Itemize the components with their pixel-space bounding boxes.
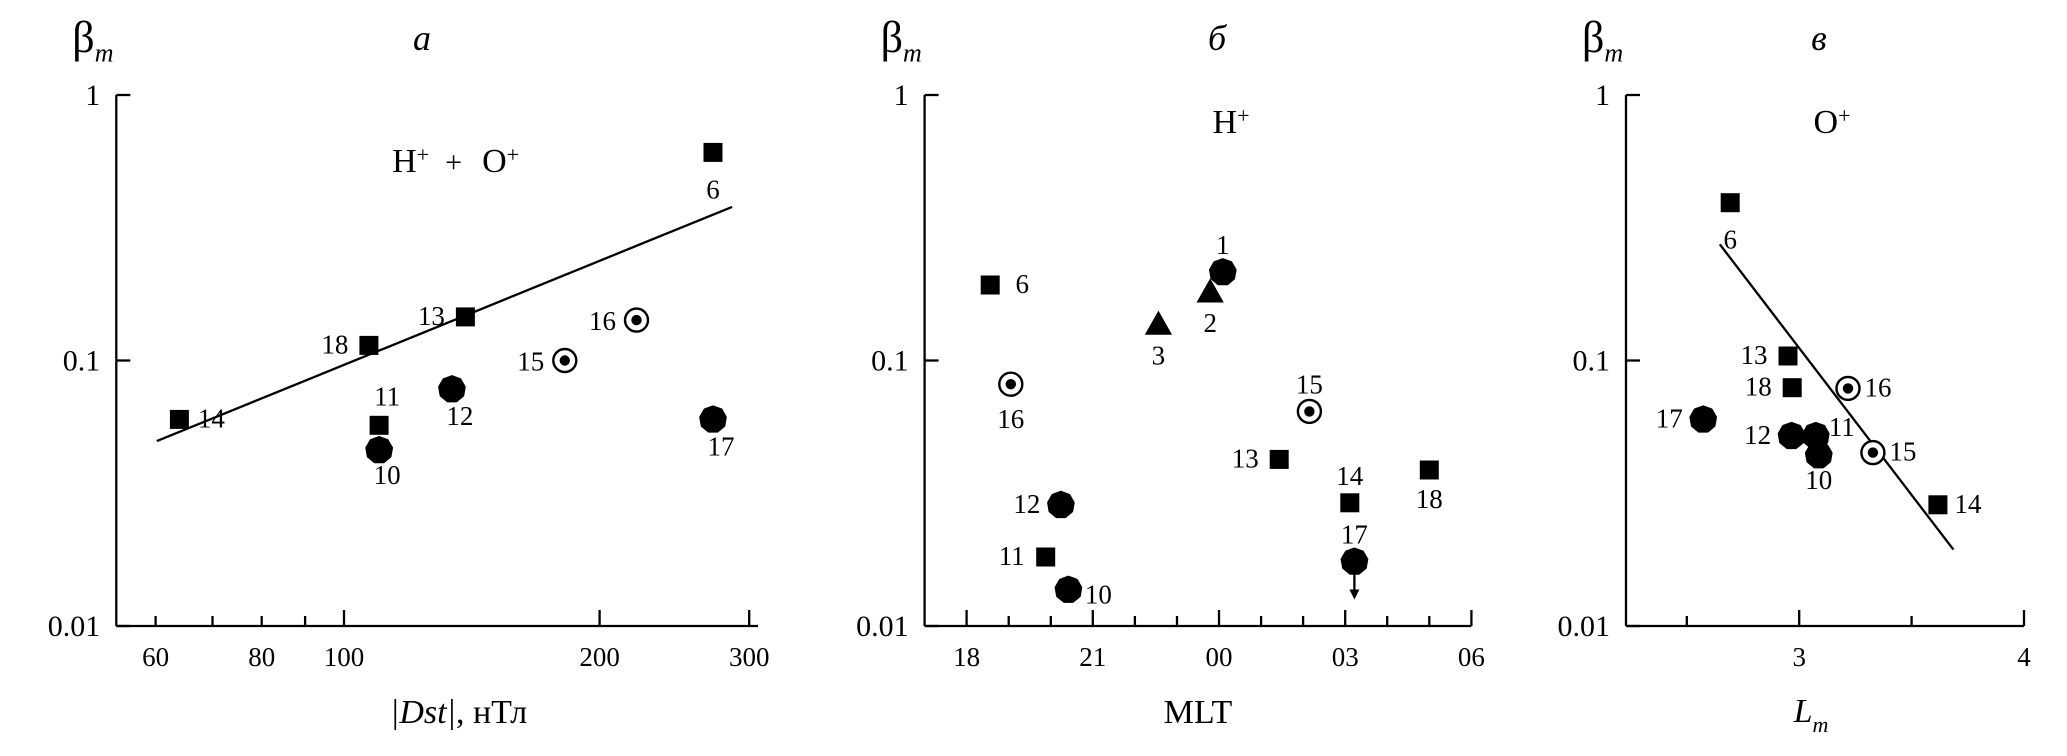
svg-text:17: 17 bbox=[708, 431, 735, 461]
svg-text:11: 11 bbox=[1829, 412, 1855, 442]
svg-text:300: 300 bbox=[729, 642, 770, 672]
svg-text:1: 1 bbox=[1216, 230, 1230, 260]
svg-text:16: 16 bbox=[589, 306, 616, 336]
svg-text:18: 18 bbox=[953, 642, 980, 672]
svg-text:10: 10 bbox=[1085, 580, 1112, 610]
svg-text:18: 18 bbox=[1416, 484, 1443, 514]
svg-text:0.1: 0.1 bbox=[63, 345, 101, 378]
svg-text:в: в bbox=[1811, 18, 1827, 58]
svg-text:a: a bbox=[413, 18, 431, 58]
svg-text:80: 80 bbox=[248, 642, 275, 672]
svg-text:12: 12 bbox=[1013, 489, 1040, 519]
svg-text:14: 14 bbox=[1954, 489, 1982, 519]
svg-text:|Dst|, нТл: |Dst|, нТл bbox=[390, 694, 527, 731]
svg-text:14: 14 bbox=[1336, 461, 1364, 491]
svg-text:16: 16 bbox=[1865, 372, 1892, 402]
svg-text:100: 100 bbox=[324, 642, 365, 672]
svg-text:13: 13 bbox=[1741, 340, 1768, 370]
svg-text:4: 4 bbox=[2017, 642, 2031, 672]
svg-text:15: 15 bbox=[517, 347, 544, 377]
svg-text:3: 3 bbox=[1792, 642, 1806, 672]
svg-text:00: 00 bbox=[1206, 642, 1233, 672]
svg-text:14: 14 bbox=[198, 403, 226, 433]
svg-text:+: + bbox=[445, 146, 462, 179]
svg-text:11: 11 bbox=[999, 541, 1025, 571]
svg-text:13: 13 bbox=[1232, 443, 1259, 473]
svg-text:13: 13 bbox=[418, 301, 445, 331]
svg-text:18: 18 bbox=[1745, 372, 1772, 402]
svg-text:11: 11 bbox=[374, 381, 400, 411]
svg-text:200: 200 bbox=[579, 642, 620, 672]
svg-text:0.1: 0.1 bbox=[871, 345, 909, 378]
svg-text:б: б bbox=[1208, 18, 1228, 58]
svg-text:0.01: 0.01 bbox=[48, 610, 101, 643]
svg-text:0.01: 0.01 bbox=[1558, 610, 1611, 643]
svg-text:17: 17 bbox=[1656, 403, 1683, 433]
svg-text:16: 16 bbox=[997, 404, 1024, 434]
svg-text:1: 1 bbox=[85, 79, 100, 112]
svg-text:10: 10 bbox=[1805, 465, 1832, 495]
svg-text:6: 6 bbox=[1015, 269, 1029, 299]
svg-text:0.01: 0.01 bbox=[856, 610, 909, 643]
svg-text:21: 21 bbox=[1079, 642, 1106, 672]
svg-text:0.1: 0.1 bbox=[1573, 345, 1611, 378]
svg-text:60: 60 bbox=[142, 642, 169, 672]
svg-text:12: 12 bbox=[1744, 420, 1771, 450]
svg-text:MLT: MLT bbox=[1164, 694, 1233, 731]
svg-text:06: 06 bbox=[1458, 642, 1485, 672]
svg-text:6: 6 bbox=[1723, 225, 1737, 255]
svg-text:1: 1 bbox=[894, 79, 909, 112]
svg-text:15: 15 bbox=[1889, 437, 1916, 467]
svg-text:18: 18 bbox=[321, 329, 348, 359]
svg-text:3: 3 bbox=[1152, 340, 1166, 370]
svg-text:1: 1 bbox=[1595, 79, 1610, 112]
svg-text:17: 17 bbox=[1341, 520, 1368, 550]
svg-text:15: 15 bbox=[1296, 369, 1323, 399]
svg-text:6: 6 bbox=[706, 174, 720, 204]
svg-text:10: 10 bbox=[374, 460, 401, 490]
svg-text:12: 12 bbox=[446, 401, 473, 431]
svg-text:2: 2 bbox=[1203, 308, 1217, 338]
svg-text:03: 03 bbox=[1332, 642, 1359, 672]
